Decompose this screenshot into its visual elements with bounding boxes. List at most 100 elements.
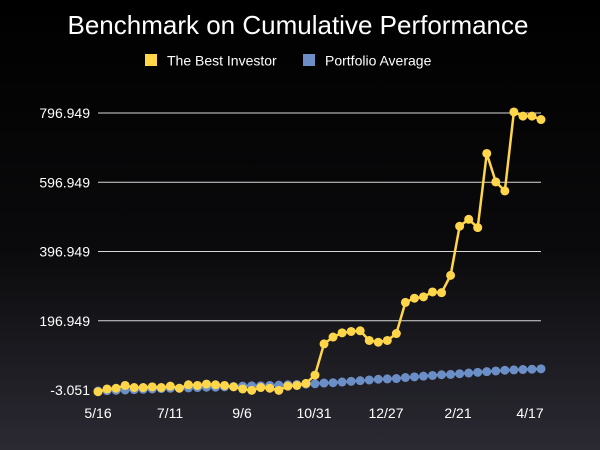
- data-point-portfolio-average: [409, 372, 419, 382]
- data-point-the-best-investor: [319, 339, 329, 349]
- data-point-the-best-investor: [400, 297, 410, 307]
- data-point-the-best-investor: [192, 380, 202, 390]
- data-point-portfolio-average: [319, 378, 329, 388]
- x-axis-ticks: 5/16 7/11 9/6 10/31 12/27 2/21 4/17: [84, 405, 543, 421]
- data-point-portfolio-average: [382, 374, 392, 384]
- data-point-portfolio-average: [527, 364, 537, 374]
- data-point-the-best-investor: [201, 379, 211, 389]
- data-point-the-best-investor: [391, 329, 401, 339]
- data-point-the-best-investor: [183, 380, 193, 390]
- data-point-the-best-investor: [220, 380, 230, 390]
- data-point-the-best-investor: [274, 385, 284, 395]
- data-point-portfolio-average: [455, 369, 465, 379]
- data-point-the-best-investor: [473, 223, 483, 233]
- x-tick-label: 5/16: [84, 405, 111, 421]
- legend-swatch-portfolio-average: [303, 54, 315, 66]
- y-tick-label: 596.949: [39, 174, 90, 190]
- data-point-the-best-investor: [446, 270, 456, 280]
- grid-lines: [98, 112, 541, 322]
- data-point-the-best-investor: [464, 214, 474, 224]
- data-point-the-best-investor: [509, 107, 519, 117]
- data-point-the-best-investor: [111, 383, 121, 393]
- data-point-the-best-investor: [247, 385, 257, 395]
- data-point-portfolio-average: [473, 367, 483, 377]
- data-point-the-best-investor: [373, 337, 383, 347]
- data-point-the-best-investor: [147, 382, 157, 392]
- data-point-the-best-investor: [364, 335, 374, 345]
- data-point-the-best-investor: [93, 387, 103, 397]
- data-point-portfolio-average: [418, 371, 428, 381]
- y-tick-label: 396.949: [39, 244, 90, 260]
- legend: The Best Investor Portfolio Average: [145, 53, 432, 69]
- data-point-the-best-investor: [527, 111, 537, 121]
- data-point-portfolio-average: [464, 368, 474, 378]
- data-point-portfolio-average: [437, 370, 447, 380]
- data-point-portfolio-average: [391, 374, 401, 384]
- data-point-the-best-investor: [301, 378, 311, 388]
- data-point-the-best-investor: [337, 328, 347, 338]
- legend-label-portfolio-average: Portfolio Average: [325, 53, 432, 69]
- y-tick-label: -3.051: [50, 382, 90, 398]
- data-point-portfolio-average: [518, 365, 528, 375]
- y-axis-ticks: 796.949 596.949 396.949 196.949 -3.051: [39, 105, 90, 398]
- x-tick-label: 10/31: [296, 405, 331, 421]
- data-point-the-best-investor: [211, 380, 221, 390]
- legend-swatch-best-investor: [145, 54, 157, 66]
- data-point-portfolio-average: [364, 375, 374, 385]
- data-point-the-best-investor: [156, 383, 166, 393]
- data-point-the-best-investor: [292, 380, 302, 390]
- series-the-best-investor: [93, 107, 546, 397]
- y-tick-label: 796.949: [39, 105, 90, 121]
- data-point-portfolio-average: [346, 376, 356, 386]
- data-point-the-best-investor: [256, 383, 266, 393]
- x-tick-label: 4/17: [516, 405, 543, 421]
- data-point-the-best-investor: [500, 186, 510, 196]
- data-point-the-best-investor: [355, 326, 365, 336]
- data-point-portfolio-average: [509, 365, 519, 375]
- data-point-portfolio-average: [328, 378, 338, 388]
- data-point-the-best-investor: [102, 384, 112, 394]
- data-point-the-best-investor: [129, 383, 139, 393]
- data-point-the-best-investor: [491, 177, 501, 187]
- data-point-the-best-investor: [138, 383, 148, 393]
- data-point-the-best-investor: [328, 332, 338, 342]
- data-point-the-best-investor: [165, 381, 175, 391]
- legend-label-best-investor: The Best Investor: [167, 53, 277, 69]
- data-point-portfolio-average: [337, 377, 347, 387]
- data-point-the-best-investor: [382, 335, 392, 345]
- data-point-the-best-investor: [428, 287, 438, 297]
- data-point-the-best-investor: [455, 221, 465, 231]
- data-point-portfolio-average: [500, 365, 510, 375]
- data-point-portfolio-average: [482, 367, 492, 377]
- data-point-the-best-investor: [265, 383, 275, 393]
- data-point-portfolio-average: [310, 379, 320, 389]
- data-point-the-best-investor: [409, 293, 419, 303]
- chart-title: Benchmark on Cumulative Performance: [68, 10, 529, 40]
- data-point-portfolio-average: [373, 374, 383, 384]
- x-tick-label: 7/11: [157, 405, 183, 421]
- data-point-the-best-investor: [418, 292, 428, 302]
- data-point-the-best-investor: [482, 148, 492, 158]
- data-point-portfolio-average: [428, 370, 438, 380]
- data-point-the-best-investor: [174, 383, 184, 393]
- data-point-portfolio-average: [355, 376, 365, 386]
- x-tick-label: 9/6: [232, 405, 252, 421]
- data-point-the-best-investor: [346, 326, 356, 336]
- data-point-the-best-investor: [229, 382, 239, 392]
- data-point-portfolio-average: [491, 366, 501, 376]
- data-point-portfolio-average: [536, 364, 546, 374]
- series-layer: [93, 107, 546, 397]
- data-point-the-best-investor: [283, 381, 293, 391]
- x-tick-label: 2/21: [444, 405, 471, 421]
- y-tick-label: 196.949: [39, 313, 90, 329]
- data-point-the-best-investor: [536, 115, 546, 125]
- x-tick-label: 12/27: [368, 405, 403, 421]
- data-point-portfolio-average: [446, 369, 456, 379]
- data-point-portfolio-average: [400, 373, 410, 383]
- data-point-the-best-investor: [120, 380, 130, 390]
- data-point-the-best-investor: [310, 370, 320, 380]
- data-point-the-best-investor: [238, 384, 248, 394]
- data-point-the-best-investor: [437, 288, 447, 298]
- data-point-the-best-investor: [518, 111, 528, 121]
